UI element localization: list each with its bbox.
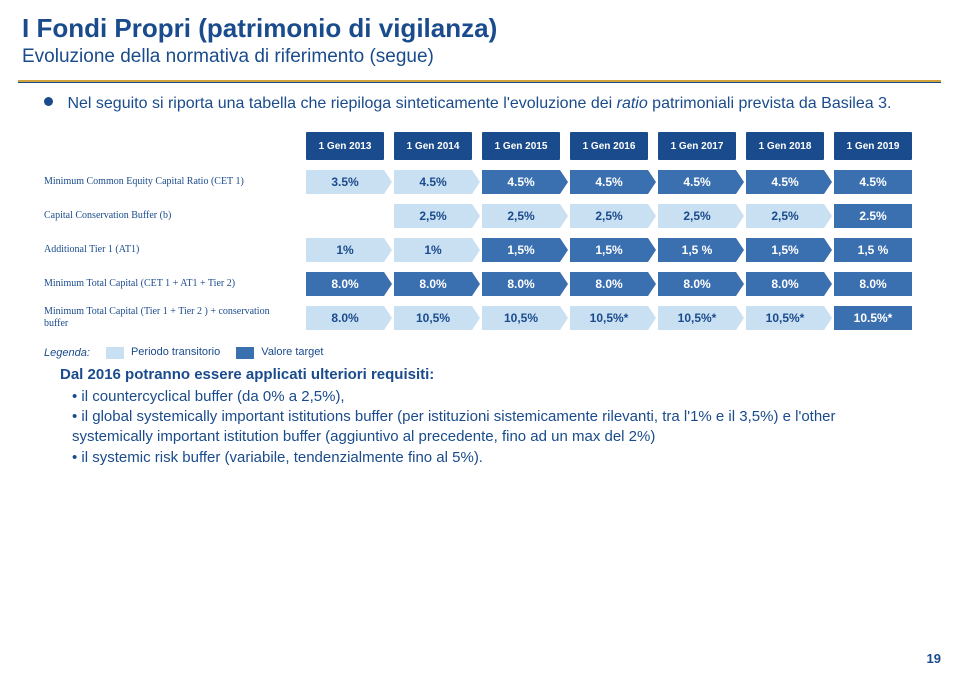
col-header: 1 Gen 2017	[658, 132, 736, 160]
col-header: 1 Gen 2014	[394, 132, 472, 160]
intro-text-italic: ratio	[617, 95, 648, 112]
ratio-table: 1 Gen 2013 1 Gen 2014 1 Gen 2015 1 Gen 2016…	[44, 132, 915, 330]
table-row: Minimum Common Equity Capital Ratio (CET…	[44, 170, 915, 194]
col-header: 1 Gen 2016	[570, 132, 648, 160]
legend-item-target: Valore target	[236, 346, 323, 358]
table-row: Capital Conservation Buffer (b) 2,5% 2,5% 2…	[44, 204, 915, 228]
row-label: Additional Tier 1 (AT1)	[44, 244, 306, 256]
notes-list: il countercyclical buffer (da 0% a 2,5%)…	[72, 387, 899, 468]
value-cell: 8.0%	[394, 272, 472, 296]
value-cell: 1,5 %	[658, 238, 736, 262]
swatch-light-icon	[106, 347, 124, 359]
value-cell: 2.5%	[834, 204, 912, 228]
title-rule	[18, 80, 941, 83]
bullet-icon	[44, 97, 53, 106]
value-cell: 8.0%	[482, 272, 560, 296]
col-header: 1 Gen 2018	[746, 132, 824, 160]
value-cell: 10,5%*	[658, 306, 736, 330]
legend-text-0: Periodo transitorio	[131, 346, 220, 358]
swatch-dark-icon	[236, 347, 254, 359]
value-cell: 1,5%	[570, 238, 648, 262]
notes-block: Dal 2016 potranno essere applicati ulter…	[72, 365, 899, 468]
table-row: Additional Tier 1 (AT1)1%1%1,5%1,5%1,5 %…	[44, 238, 915, 262]
col-header: 1 Gen 2013	[306, 132, 384, 160]
value-cell: 2,5%	[658, 204, 736, 228]
notes-bullet: il countercyclical buffer (da 0% a 2,5%)…	[72, 387, 899, 407]
value-cell: 4.5%	[746, 170, 824, 194]
row-label: Minimum Total Capital (CET 1 + AT1 + Tie…	[44, 278, 306, 290]
legend-item-transitorio: Periodo transitorio	[106, 346, 220, 358]
notes-bullet: il systemic risk buffer (variabile, tend…	[72, 448, 899, 468]
legend-text-1: Valore target	[261, 346, 323, 358]
intro-paragraph: Nel seguito si riporta una tabella che r…	[0, 93, 959, 115]
value-cell: 10,5%	[482, 306, 560, 330]
page-title: I Fondi Propri (patrimonio di vigilanza)	[22, 14, 937, 44]
value-cell: 1,5%	[746, 238, 824, 262]
value-cell: 2,5%	[394, 204, 472, 228]
row-label: Minimum Total Capital (Tier 1 + Tier 2 )…	[44, 306, 306, 330]
value-cell: 8.0%	[746, 272, 824, 296]
legend-label: Legenda:	[44, 347, 90, 359]
value-cell: 1,5%	[482, 238, 560, 262]
value-cell: 2,5%	[570, 204, 648, 228]
value-cell: 4.5%	[570, 170, 648, 194]
legend: Legenda: Periodo transitorio Valore targ…	[44, 346, 959, 358]
value-cell: 4.5%	[482, 170, 560, 194]
table-row: Minimum Total Capital (Tier 1 + Tier 2 )…	[44, 306, 915, 330]
value-cell: 10.5%*	[834, 306, 912, 330]
row-label: Minimum Common Equity Capital Ratio (CET…	[44, 176, 306, 188]
value-cell: 2,5%	[746, 204, 824, 228]
value-cell: 8.0%	[306, 306, 384, 330]
col-header: 1 Gen 2019	[834, 132, 912, 160]
page-subtitle: Evoluzione della normativa di riferiment…	[22, 46, 937, 68]
value-cell: 8.0%	[834, 272, 912, 296]
table-header-row: 1 Gen 2013 1 Gen 2014 1 Gen 2015 1 Gen 2016…	[44, 132, 915, 160]
value-cell	[306, 204, 384, 228]
value-cell: 1%	[306, 238, 384, 262]
col-header: 1 Gen 2015	[482, 132, 560, 160]
row-label: Capital Conservation Buffer (b)	[44, 210, 306, 222]
value-cell: 8.0%	[570, 272, 648, 296]
value-cell: 4.5%	[394, 170, 472, 194]
value-cell: 8.0%	[658, 272, 736, 296]
header-spacer	[44, 132, 306, 160]
value-cell: 1%	[394, 238, 472, 262]
table-row: Minimum Total Capital (CET 1 + AT1 + Tie…	[44, 272, 915, 296]
value-cell: 10,5%	[394, 306, 472, 330]
value-cell: 10,5%*	[746, 306, 824, 330]
value-cell: 4.5%	[834, 170, 912, 194]
intro-text-after: patrimoniali prevista da Basilea 3.	[648, 95, 892, 112]
value-cell: 8.0%	[306, 272, 384, 296]
page-number: 19	[927, 651, 941, 666]
value-cell: 1,5 %	[834, 238, 912, 262]
notes-lead: Dal 2016 potranno essere applicati ulter…	[60, 365, 899, 385]
value-cell: 3.5%	[306, 170, 384, 194]
notes-bullet: il global systemically important istitut…	[72, 407, 899, 448]
value-cell: 2,5%	[482, 204, 560, 228]
value-cell: 4.5%	[658, 170, 736, 194]
value-cell: 10,5%*	[570, 306, 648, 330]
intro-text-before: Nel seguito si riporta una tabella che r…	[67, 95, 616, 112]
